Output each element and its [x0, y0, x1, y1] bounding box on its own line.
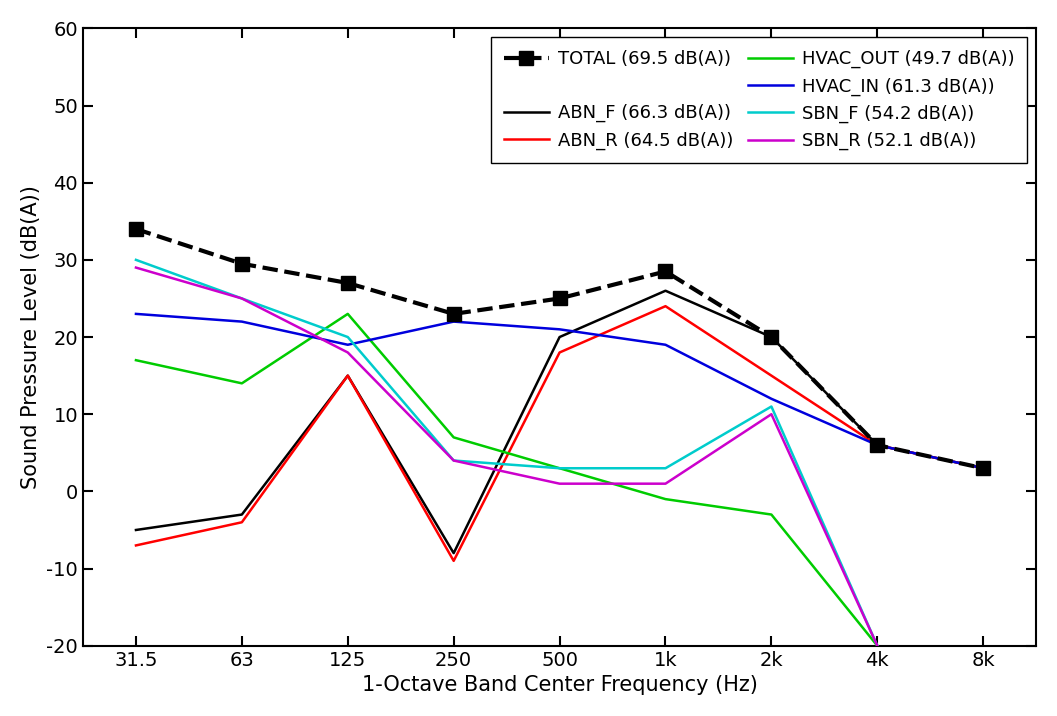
- ABN_R (64.5 dB(A)): [341, 372, 354, 380]
- ABN_F (66.3 dB(A)): [130, 526, 143, 534]
- ABN_R (64.5 dB(A)): [871, 441, 884, 450]
- HVAC_IN (61.3 dB(A)): [236, 317, 248, 326]
- TOTAL (69.5 dB(A)): [660, 267, 672, 276]
- SBN_F (54.2 dB(A)): [660, 464, 672, 473]
- Line: HVAC_IN (61.3 dB(A)): HVAC_IN (61.3 dB(A)): [136, 314, 983, 468]
- HVAC_IN (61.3 dB(A)): [341, 341, 354, 349]
- Line: HVAC_OUT (49.7 dB(A)): HVAC_OUT (49.7 dB(A)): [136, 314, 877, 646]
- SBN_F (54.2 dB(A)): [130, 256, 143, 264]
- HVAC_IN (61.3 dB(A)): [130, 309, 143, 318]
- TOTAL (69.5 dB(A)): [871, 441, 884, 450]
- HVAC_OUT (49.7 dB(A)): [341, 309, 354, 318]
- ABN_F (66.3 dB(A)): [871, 441, 884, 450]
- Legend: TOTAL (69.5 dB(A)), , ABN_F (66.3 dB(A)), ABN_R (64.5 dB(A)), HVAC_OUT (49.7 dB(: TOTAL (69.5 dB(A)), , ABN_F (66.3 dB(A))…: [492, 37, 1027, 163]
- TOTAL (69.5 dB(A)): [765, 333, 778, 342]
- HVAC_OUT (49.7 dB(A)): [553, 464, 565, 473]
- SBN_R (52.1 dB(A)): [553, 480, 565, 488]
- HVAC_IN (61.3 dB(A)): [553, 325, 565, 334]
- SBN_F (54.2 dB(A)): [236, 294, 248, 303]
- ABN_R (64.5 dB(A)): [977, 464, 989, 473]
- ABN_R (64.5 dB(A)): [765, 372, 778, 380]
- Line: ABN_R (64.5 dB(A)): ABN_R (64.5 dB(A)): [136, 306, 983, 561]
- SBN_F (54.2 dB(A)): [341, 333, 354, 342]
- TOTAL (69.5 dB(A)): [236, 259, 248, 268]
- HVAC_OUT (49.7 dB(A)): [447, 433, 460, 442]
- ABN_R (64.5 dB(A)): [447, 556, 460, 565]
- Line: SBN_F (54.2 dB(A)): SBN_F (54.2 dB(A)): [136, 260, 877, 646]
- HVAC_OUT (49.7 dB(A)): [871, 642, 884, 650]
- SBN_R (52.1 dB(A)): [871, 642, 884, 650]
- SBN_F (54.2 dB(A)): [447, 456, 460, 465]
- ABN_F (66.3 dB(A)): [977, 464, 989, 473]
- HVAC_OUT (49.7 dB(A)): [765, 511, 778, 519]
- ABN_R (64.5 dB(A)): [236, 518, 248, 526]
- Line: ABN_F (66.3 dB(A)): ABN_F (66.3 dB(A)): [136, 291, 983, 553]
- ABN_F (66.3 dB(A)): [660, 286, 672, 295]
- TOTAL (69.5 dB(A)): [341, 279, 354, 287]
- ABN_R (64.5 dB(A)): [660, 302, 672, 311]
- SBN_R (52.1 dB(A)): [236, 294, 248, 303]
- HVAC_IN (61.3 dB(A)): [447, 317, 460, 326]
- HVAC_OUT (49.7 dB(A)): [236, 379, 248, 387]
- ABN_R (64.5 dB(A)): [553, 348, 565, 357]
- X-axis label: 1-Octave Band Center Frequency (Hz): 1-Octave Band Center Frequency (Hz): [361, 675, 758, 695]
- SBN_R (52.1 dB(A)): [130, 263, 143, 272]
- ABN_F (66.3 dB(A)): [236, 511, 248, 519]
- SBN_R (52.1 dB(A)): [660, 480, 672, 488]
- TOTAL (69.5 dB(A)): [447, 309, 460, 318]
- ABN_F (66.3 dB(A)): [553, 333, 565, 342]
- Y-axis label: Sound Pressure Level (dB(A)): Sound Pressure Level (dB(A)): [21, 185, 41, 489]
- ABN_F (66.3 dB(A)): [765, 333, 778, 342]
- TOTAL (69.5 dB(A)): [130, 225, 143, 233]
- TOTAL (69.5 dB(A)): [553, 294, 565, 303]
- SBN_R (52.1 dB(A)): [447, 456, 460, 465]
- HVAC_IN (61.3 dB(A)): [977, 464, 989, 473]
- HVAC_OUT (49.7 dB(A)): [130, 356, 143, 364]
- SBN_R (52.1 dB(A)): [765, 410, 778, 419]
- SBN_F (54.2 dB(A)): [871, 642, 884, 650]
- ABN_F (66.3 dB(A)): [341, 372, 354, 380]
- HVAC_OUT (49.7 dB(A)): [660, 495, 672, 503]
- ABN_R (64.5 dB(A)): [130, 541, 143, 550]
- TOTAL (69.5 dB(A)): [977, 464, 989, 473]
- SBN_F (54.2 dB(A)): [765, 402, 778, 411]
- ABN_F (66.3 dB(A)): [447, 549, 460, 558]
- HVAC_IN (61.3 dB(A)): [871, 441, 884, 450]
- Line: SBN_R (52.1 dB(A)): SBN_R (52.1 dB(A)): [136, 268, 877, 646]
- SBN_F (54.2 dB(A)): [553, 464, 565, 473]
- HVAC_IN (61.3 dB(A)): [765, 395, 778, 403]
- HVAC_IN (61.3 dB(A)): [660, 341, 672, 349]
- SBN_R (52.1 dB(A)): [341, 348, 354, 357]
- Line: TOTAL (69.5 dB(A)): TOTAL (69.5 dB(A)): [129, 222, 990, 475]
